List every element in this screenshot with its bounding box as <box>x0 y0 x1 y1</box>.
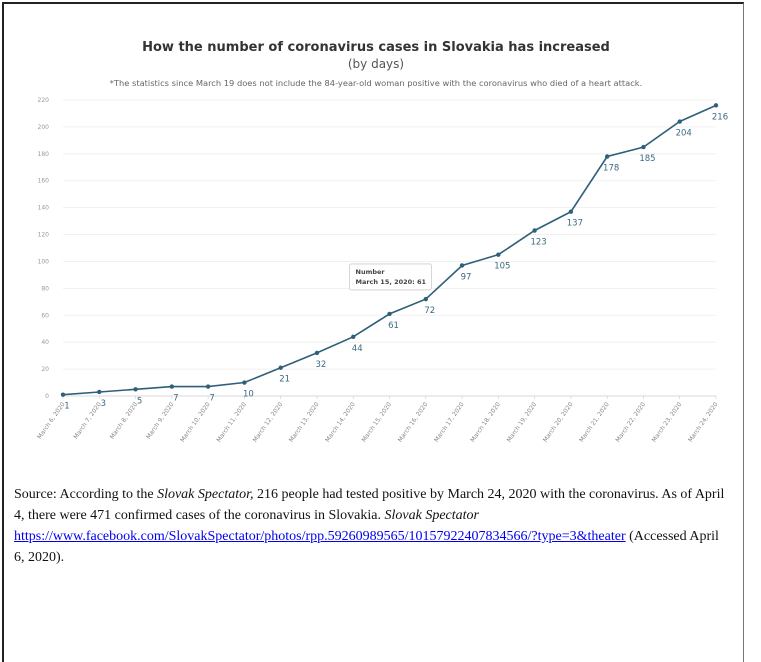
x-tick-label: March 17, 2020 <box>433 401 466 444</box>
x-tick-label: March 24, 2020 <box>687 401 720 444</box>
source-suffix: (Accessed April 6, 2020). <box>14 529 719 565</box>
data-point[interactable] <box>568 209 574 214</box>
data-point[interactable] <box>205 384 211 389</box>
tooltip-title: Number <box>356 268 386 276</box>
data-label: 3 <box>101 399 106 409</box>
data-label: 178 <box>603 164 619 174</box>
x-tick-label: March 14, 2020 <box>324 401 357 444</box>
y-tick-label: 200 <box>38 124 50 131</box>
data-point[interactable] <box>604 154 610 159</box>
data-label: 216 <box>712 112 728 122</box>
data-point[interactable] <box>423 296 428 302</box>
x-tick-label: March 18, 2020 <box>469 401 502 444</box>
data-point[interactable] <box>169 384 175 389</box>
chart-title: How the number of coronavirus cases in S… <box>142 40 610 55</box>
data-point[interactable] <box>641 144 646 150</box>
data-label: 44 <box>352 344 363 354</box>
x-tick-label: March 11, 2020 <box>215 401 248 444</box>
data-point[interactable] <box>133 387 138 392</box>
x-tick-label: March 21, 2020 <box>578 401 611 444</box>
data-point[interactable] <box>387 311 392 317</box>
x-tick-label: March 19, 2020 <box>506 401 539 444</box>
data-point[interactable] <box>496 252 501 257</box>
data-label: 105 <box>494 262 510 272</box>
y-tick-label: 80 <box>41 285 49 292</box>
data-points <box>60 103 719 397</box>
x-tick-label: March 16, 2020 <box>397 401 430 444</box>
y-tick-label: 20 <box>41 366 49 373</box>
data-label: 204 <box>676 129 692 139</box>
chart-subtitle: (by days) <box>348 57 404 71</box>
x-tick-label: March 15, 2020 <box>360 401 393 444</box>
y-tick-label: 160 <box>38 178 50 185</box>
data-point[interactable] <box>242 380 247 385</box>
line-chart: How the number of coronavirus cases in S… <box>36 40 728 444</box>
x-tick-label: March 6, 2020 <box>36 401 67 440</box>
x-tick-label: March 8, 2020 <box>109 401 140 440</box>
y-tick-label: 40 <box>41 339 49 346</box>
data-point[interactable] <box>97 389 102 395</box>
gridlines <box>63 99 716 397</box>
y-tick-label: 60 <box>41 312 49 319</box>
y-axis-ticks: 0 20 40 60 80 100 120 140 160 180 200 220 <box>38 97 50 400</box>
tooltip: Number March 15, 2020: 61 <box>349 263 432 291</box>
x-tick-label: March 7, 2020 <box>72 401 103 440</box>
tooltip-text: March 15, 2020: 61 <box>356 278 427 286</box>
data-label: 10 <box>243 390 254 400</box>
y-tick-label: 220 <box>38 97 50 104</box>
data-point[interactable] <box>459 263 465 268</box>
y-tick-label: 100 <box>38 258 50 265</box>
y-tick-label: 140 <box>38 205 50 212</box>
source-caption: Source: According to the Slovak Spectato… <box>14 484 726 568</box>
source-publication: Slovak Spectator, <box>157 487 254 502</box>
y-tick-label: 180 <box>38 151 50 158</box>
chart-note: *The statistics since March 19 does not … <box>110 78 642 88</box>
data-label: 32 <box>316 360 327 370</box>
data-point[interactable] <box>278 365 283 370</box>
data-point[interactable] <box>677 119 682 124</box>
data-label: 7 <box>209 394 214 404</box>
figure-frame <box>2 2 744 662</box>
data-label: 7 <box>173 394 178 404</box>
data-label: 72 <box>424 306 435 316</box>
series-line <box>62 104 717 396</box>
data-label: 185 <box>639 154 655 164</box>
data-label: 1 <box>64 402 69 412</box>
source-link[interactable]: https://www.facebook.com/SlovakSpectator… <box>14 529 626 544</box>
data-label: 21 <box>279 375 290 385</box>
data-point[interactable] <box>713 103 719 108</box>
x-tick-label: March 9, 2020 <box>145 401 176 440</box>
source-text: 216 people had tested positive by March … <box>14 487 725 523</box>
x-tick-label: March 13, 2020 <box>288 401 321 444</box>
x-tick-label: March 22, 2020 <box>614 401 647 444</box>
x-tick-label: March 10, 2020 <box>179 401 212 444</box>
data-label: 97 <box>461 272 472 282</box>
data-label: 61 <box>388 321 399 331</box>
data-point[interactable] <box>314 350 320 356</box>
x-tick-label: March 12, 2020 <box>252 401 285 444</box>
data-label: 123 <box>530 238 546 248</box>
y-tick-label: 120 <box>38 232 50 239</box>
x-tick-label: March 23, 2020 <box>651 401 684 444</box>
source-publication-2: Slovak Spectator <box>384 508 479 523</box>
data-label: 137 <box>567 219 583 229</box>
x-tick-label: March 20, 2020 <box>542 401 575 444</box>
data-point[interactable] <box>351 334 356 339</box>
y-tick-label: 0 <box>45 393 49 400</box>
data-label: 5 <box>137 396 142 406</box>
data-point[interactable] <box>532 228 537 233</box>
source-prefix: Source: According to the <box>14 487 158 502</box>
data-point[interactable] <box>60 392 66 397</box>
data-labels: 1 3 5 7 7 10 21 32 44 61 72 97 105 123 137 178 185 204 216 <box>64 112 728 411</box>
